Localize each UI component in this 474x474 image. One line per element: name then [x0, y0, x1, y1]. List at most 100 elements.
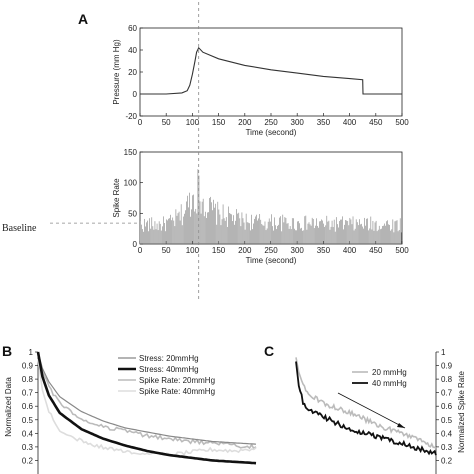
spike-rate-bar — [197, 169, 199, 244]
spike-rate-bar — [344, 224, 345, 244]
y-tick-label: -20 — [125, 112, 137, 121]
spike-rate-bar — [315, 225, 316, 244]
spike-rate-bar — [187, 195, 188, 244]
spike-rate-bar — [384, 223, 385, 244]
spike-rate-bar — [151, 217, 153, 244]
spike-rate-bar — [323, 223, 324, 244]
spike-rate-bar — [169, 218, 170, 244]
spike-rate-bar — [275, 225, 276, 244]
spike-rate-bar — [385, 225, 386, 244]
spike-rate-bar — [162, 226, 163, 244]
spike-rate-bar — [209, 198, 210, 244]
spike-rate-bar — [260, 219, 262, 244]
spike-rate-bar — [186, 201, 187, 244]
spike-rate-bar — [195, 208, 197, 244]
spike-rate-bar — [262, 225, 264, 244]
spike-rate-bar — [179, 220, 181, 244]
spike-rate-bar — [391, 229, 393, 244]
x-tick-label: 350 — [317, 246, 331, 255]
spike-rate-bar — [163, 216, 164, 244]
spike-rate-bar — [236, 209, 237, 244]
spike-rate-bar — [213, 199, 214, 244]
spike-rate-bar — [232, 221, 233, 244]
spike-rate-bar — [327, 221, 329, 244]
b-legend-label: Spike Rate: 40mmHg — [139, 387, 215, 396]
spike-rate-bar — [211, 202, 212, 244]
spike-rate-bar — [170, 214, 171, 244]
spike-rate-bar — [214, 207, 215, 244]
spike-rate-bar — [220, 225, 222, 244]
spike-rate-bar — [313, 228, 315, 244]
spike-rate-bar — [192, 195, 193, 244]
spike-rate-bar — [261, 224, 263, 244]
chart-c-normalized-spike-rate: 0.2 0.3 0.4 0.5 0.6 0.7 0.8 0.9 1 Normalized Spik… — [295, 348, 466, 474]
spike-rate-bar — [201, 201, 203, 244]
spike-rate-bar — [293, 218, 294, 244]
spike-rate-bar — [318, 227, 319, 244]
spike-rate-bar — [338, 227, 339, 244]
x-tick-label: 200 — [238, 246, 252, 255]
spike-rate-bar — [320, 221, 321, 244]
spike-rate-bar — [276, 229, 277, 244]
spike-rate-bar — [142, 229, 143, 244]
spike-rate-bar — [231, 214, 232, 244]
spike-rate-bar — [328, 220, 330, 244]
spike-rate-bar — [329, 229, 331, 244]
b-y-tick-label: 0.4 — [22, 429, 34, 438]
spike-rate-bar — [245, 213, 247, 244]
spike-rate-bar — [303, 230, 305, 244]
spike-rate-bar — [399, 218, 401, 244]
c-y-tick-label: 0.2 — [441, 456, 453, 465]
spike-rate-bar — [233, 215, 234, 244]
x-tick-label: 0 — [138, 246, 143, 255]
spike-rate-bar — [282, 214, 284, 244]
spike-rate-bar — [250, 230, 251, 244]
spike-rate-bar — [194, 211, 196, 244]
b-legend-label: Stress: 40mmHg — [139, 365, 199, 374]
spike-rate-bar — [150, 228, 152, 244]
spike-rate-bar — [230, 213, 231, 244]
spike-rate-bar — [274, 217, 275, 244]
spike-rate-bar — [302, 230, 303, 244]
spike-rate-bar — [219, 214, 221, 244]
x-tick-label: 150 — [212, 246, 226, 255]
c-y-axis-label: Normalized Spike Rate — [457, 371, 466, 453]
panel-label-b: B — [2, 343, 12, 359]
spike-rate-bar — [266, 228, 268, 244]
x-tick-label: 500 — [395, 118, 409, 127]
spike-rate-bar — [229, 213, 230, 244]
y-tick-label: 150 — [124, 148, 138, 157]
chart-a-pressure: 0 50 100 150 200 250 300 350 400 450 500-200204060… — [112, 24, 409, 137]
panel-label-a: A — [78, 11, 88, 27]
spike-rate-bar — [394, 221, 396, 244]
spike-rate-bar — [204, 211, 206, 244]
x-tick-label: 350 — [317, 118, 331, 127]
y-axis-label: Pressure (mm Hg) — [112, 39, 121, 105]
spike-rate-bar — [178, 211, 180, 244]
x-axis-label: Time (second) — [246, 256, 297, 265]
spike-rate-bar — [333, 219, 335, 244]
spike-rate-bar — [272, 226, 273, 244]
c-legend-label: 20 mmHg — [372, 368, 407, 377]
spike-rate-bar — [239, 218, 241, 244]
spike-rate-bar — [297, 221, 298, 244]
spike-rate-bar — [269, 221, 271, 244]
y-tick-label: 50 — [128, 209, 137, 218]
spike-rate-bar — [141, 224, 142, 244]
c-y-tick-label: 0.4 — [441, 429, 453, 438]
b-y-axis-label: Normalized Data — [4, 377, 13, 437]
spike-rate-bar — [322, 220, 323, 244]
spike-rate-bar — [389, 224, 390, 244]
spike-rate-bar — [311, 217, 313, 244]
spike-rate-bar — [210, 196, 211, 244]
spike-rate-bar — [173, 220, 175, 244]
spike-rate-bar — [253, 223, 254, 244]
spike-rate-bar — [367, 218, 368, 244]
x-tick-label: 0 — [138, 118, 143, 127]
b-series-line — [37, 358, 257, 457]
baseline-label: Baseline — [2, 223, 37, 234]
spike-rate-bar — [312, 218, 314, 244]
spike-rate-bar — [335, 217, 337, 244]
spike-rate-bar — [337, 224, 338, 244]
